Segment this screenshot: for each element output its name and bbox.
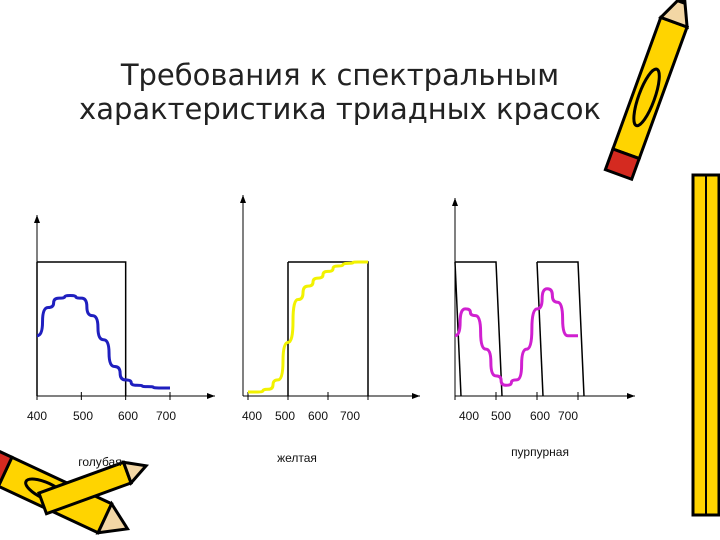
- chart-caption: голубая: [78, 455, 121, 469]
- chart-caption: желтая: [277, 451, 317, 465]
- ideal-band-edge: [455, 261, 503, 397]
- ideal-band-edge: [536, 261, 544, 397]
- x-axis-arrow: [627, 393, 635, 399]
- x-tick-label: 400: [242, 409, 262, 423]
- pencil-icon: [37, 460, 150, 516]
- ideal-band-edge: [454, 261, 462, 397]
- series-curve: [454, 287, 578, 387]
- y-axis-arrow: [240, 195, 246, 203]
- x-tick-label: 700: [156, 409, 176, 423]
- ideal-band-edge: [288, 261, 369, 396]
- chart-panel-1: 400 500 600 700 голубая: [27, 215, 215, 469]
- y-axis-arrow: [34, 215, 40, 223]
- pencil-icon: [603, 0, 690, 182]
- ideal-band-edge: [537, 261, 585, 397]
- x-tick-label: 600: [118, 409, 138, 423]
- x-tick-label: 500: [73, 409, 93, 423]
- series-curve: [248, 260, 368, 394]
- chart-panel-2: 400 500 600 700 желтая: [240, 195, 420, 465]
- x-tick-label: 600: [308, 409, 328, 423]
- ideal-band-edge: [37, 261, 127, 396]
- x-tick-label: 500: [275, 409, 295, 423]
- x-tick-label: 600: [530, 409, 550, 423]
- y-axis-arrow: [452, 198, 458, 206]
- x-axis-arrow: [207, 393, 215, 399]
- chart-panel-3: 400 500 600 700 пурпурная: [452, 198, 635, 459]
- x-tick-label: 400: [27, 409, 47, 423]
- x-axis-arrow: [412, 393, 420, 399]
- x-tick-label: 400: [459, 409, 479, 423]
- title-line-1: Требования к спектральным: [120, 58, 560, 92]
- x-tick-label: 500: [491, 409, 511, 423]
- x-tick-label: 700: [558, 409, 578, 423]
- page-title: Требования к спектральным характеристика…: [40, 58, 640, 126]
- x-tick-label: 700: [340, 409, 360, 423]
- title-line-2: характеристика триадных красок: [79, 92, 601, 126]
- series-curve: [36, 294, 170, 390]
- pencil-icon: [691, 173, 720, 517]
- chart-caption: пурпурная: [511, 445, 569, 459]
